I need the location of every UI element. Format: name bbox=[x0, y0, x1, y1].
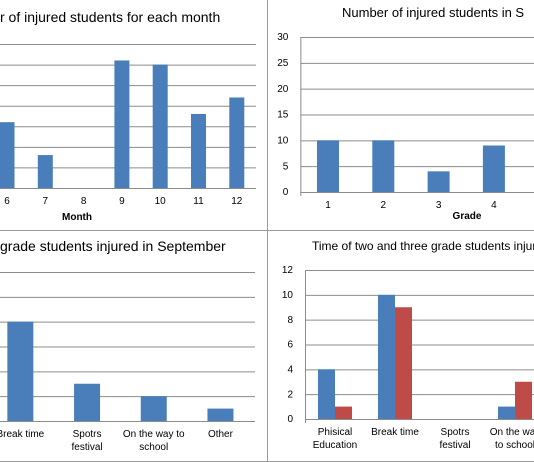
x-tick-label: 7 bbox=[43, 196, 49, 207]
x-tick-label: 11 bbox=[193, 196, 204, 207]
label-line: 11 bbox=[193, 196, 204, 207]
y-tick-label: 5 bbox=[283, 161, 289, 172]
label-line: Break time bbox=[371, 427, 419, 438]
x-tick-label: 12 bbox=[231, 196, 243, 207]
bar bbox=[0, 122, 15, 188]
label-line: festival bbox=[71, 442, 102, 453]
label-line: 9 bbox=[119, 196, 125, 207]
chart-title: grade students injured in September bbox=[0, 238, 226, 254]
chart-title: Time of two and three grade students inj… bbox=[312, 239, 534, 253]
label-line: Spotrs bbox=[441, 427, 470, 438]
bar bbox=[207, 408, 234, 421]
label-line: 12 bbox=[231, 196, 243, 207]
label-line: Other bbox=[208, 429, 234, 440]
y-tick-label: 12 bbox=[282, 265, 294, 276]
x-tick-label: Spotrs festival bbox=[439, 427, 470, 451]
bar bbox=[114, 60, 130, 189]
label-line: Education bbox=[313, 440, 357, 451]
bar bbox=[317, 140, 339, 192]
y-tick-label: 20 bbox=[277, 84, 289, 95]
bar bbox=[191, 113, 206, 188]
panel: r of injured students for each month 6 7 8 9… bbox=[0, 9, 256, 223]
x-tick-label: Spotrs festival bbox=[71, 429, 102, 453]
y-tick-label: 0 bbox=[287, 414, 293, 425]
panel: grade students injured in September Break… bbox=[0, 238, 255, 453]
x-tick-label: 9 bbox=[119, 196, 125, 207]
label-line: school bbox=[139, 442, 168, 453]
label-line: 7 bbox=[43, 196, 49, 207]
label-line: 1 bbox=[325, 200, 331, 211]
label-line: 6 bbox=[4, 196, 10, 207]
x-tick-label: 2 bbox=[381, 200, 387, 211]
y-tick-label: 30 bbox=[277, 32, 289, 43]
label-line: to school bbox=[495, 440, 534, 451]
bar bbox=[7, 321, 34, 421]
y-tick-label: 2 bbox=[287, 389, 293, 400]
label-line: Phisical bbox=[318, 427, 352, 438]
x-tick-label: Break time bbox=[0, 429, 45, 440]
x-tick-label: 1 bbox=[325, 200, 331, 211]
label-line: On the way bbox=[490, 427, 534, 438]
bar bbox=[515, 381, 532, 419]
x-axis-title: Month bbox=[62, 212, 92, 223]
bar bbox=[427, 171, 450, 192]
label-line: 2 bbox=[381, 200, 387, 211]
chart-title: r of injured students for each month bbox=[0, 9, 220, 25]
x-tick-label: Other bbox=[208, 429, 234, 440]
label-line: Break time bbox=[0, 429, 45, 440]
label-line: On the way to bbox=[123, 429, 185, 440]
label-line: festival bbox=[439, 440, 470, 451]
bar bbox=[152, 64, 168, 188]
x-tick-label: Phisical Education bbox=[313, 427, 357, 451]
panel: Time of two and three grade students inj… bbox=[282, 239, 534, 451]
x-axis-title: Grade bbox=[453, 211, 482, 222]
y-tick-label: 6 bbox=[287, 340, 293, 351]
label-line: 3 bbox=[436, 200, 442, 211]
bar bbox=[378, 294, 395, 419]
label-line: 10 bbox=[155, 196, 167, 207]
bar bbox=[482, 145, 505, 192]
y-tick-label: 10 bbox=[282, 290, 294, 301]
bar bbox=[372, 140, 395, 192]
x-tick-label: On the way to school bbox=[490, 427, 534, 451]
y-tick-label: 0 bbox=[283, 187, 289, 198]
bar bbox=[229, 97, 245, 188]
bar bbox=[318, 369, 335, 419]
y-tick-label: 4 bbox=[287, 364, 293, 375]
label-line: 8 bbox=[81, 196, 87, 207]
y-tick-label: 15 bbox=[277, 110, 289, 121]
bar bbox=[395, 307, 412, 419]
x-tick-label: 10 bbox=[155, 196, 167, 207]
x-tick-label: 6 bbox=[4, 196, 10, 207]
x-tick-label: On the way to school bbox=[123, 429, 185, 453]
x-tick-label: 3 bbox=[436, 200, 442, 211]
bar bbox=[74, 383, 101, 421]
x-tick-label: 8 bbox=[81, 196, 87, 207]
y-tick-label: 8 bbox=[287, 315, 293, 326]
x-tick-label: 4 bbox=[491, 200, 497, 211]
label-line: Spotrs bbox=[73, 429, 102, 440]
bar bbox=[140, 396, 167, 421]
bar bbox=[335, 406, 352, 419]
panel: Number of injured students in S 0 5 10 15 20 2… bbox=[277, 5, 534, 222]
bar bbox=[37, 155, 53, 188]
label-line: 4 bbox=[491, 200, 497, 211]
y-tick-label: 25 bbox=[277, 58, 289, 69]
chart-title: Number of injured students in S bbox=[342, 5, 524, 20]
x-tick-label: Break time bbox=[371, 427, 419, 438]
bar bbox=[498, 406, 515, 419]
y-tick-label: 10 bbox=[277, 135, 289, 146]
